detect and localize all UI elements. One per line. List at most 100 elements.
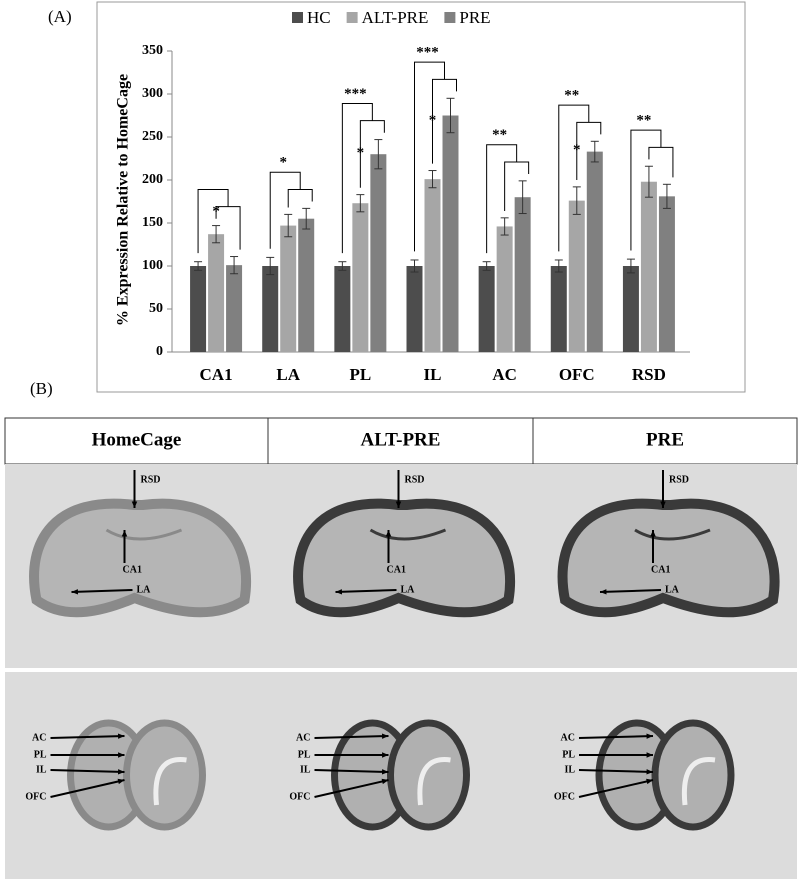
bar: [262, 266, 279, 352]
brain-label: PL: [34, 749, 47, 760]
legend-swatch: [346, 12, 358, 23]
brain-label: PL: [562, 749, 575, 760]
hippocampus: [634, 528, 711, 541]
bar: [370, 154, 387, 352]
bracket: [630, 129, 662, 251]
arrow-head: [395, 501, 402, 508]
bar: [622, 266, 639, 352]
brain-section: [29, 498, 251, 618]
arrow: [50, 769, 125, 773]
arrow-head: [382, 752, 389, 758]
bar: [298, 218, 315, 352]
y-tick-label: 50: [149, 301, 163, 316]
error-bar: [518, 180, 527, 215]
brain-label: OFC: [25, 791, 46, 802]
arrow: [599, 589, 662, 593]
x-tick-label: RSD: [632, 365, 666, 384]
arrow: [578, 769, 654, 773]
brain-label: CA1: [387, 564, 406, 575]
bar: [478, 266, 495, 352]
hippocampus: [105, 528, 183, 541]
arrow-head: [385, 530, 392, 537]
brain-label: AC: [32, 732, 46, 743]
brain-label: OFC: [554, 791, 575, 802]
bracket: [269, 171, 301, 249]
significance-label: *: [429, 112, 437, 128]
arrow-head: [381, 733, 389, 739]
error-bar: [194, 261, 203, 271]
arrow-head: [121, 530, 128, 537]
arrow: [50, 779, 125, 798]
bar: [568, 200, 585, 352]
significance-label: *: [212, 204, 220, 220]
white-matter: [681, 757, 716, 806]
y-tick-label: 300: [142, 86, 163, 101]
brain-label: IL: [564, 764, 575, 775]
bar: [442, 115, 459, 352]
brain-label: LA: [137, 584, 152, 595]
column-header: PRE: [646, 429, 684, 450]
arrow-head: [117, 778, 125, 785]
y-tick-label: 200: [142, 172, 163, 187]
error-bar: [212, 225, 221, 244]
x-tick-label: IL: [424, 365, 442, 384]
error-bar: [500, 217, 509, 236]
bar: [352, 203, 369, 352]
arrow-head: [646, 769, 653, 775]
bracket: [558, 104, 590, 252]
white-matter: [153, 757, 187, 806]
y-tick-label: 150: [142, 215, 163, 230]
brain-label: CA1: [123, 564, 142, 575]
brain-label: LA: [401, 584, 416, 595]
brain-section: [123, 719, 206, 831]
significance-label: **: [636, 113, 651, 129]
bracket: [486, 144, 518, 254]
white-matter: [417, 757, 451, 806]
arrow-head: [660, 501, 666, 508]
bracket: [197, 188, 229, 254]
column-header: HomeCage: [92, 429, 182, 450]
panel-label: (B): [30, 379, 53, 398]
arrow-head: [646, 778, 653, 785]
error-bar: [446, 97, 455, 134]
arrow-head: [335, 589, 343, 595]
x-tick-label: LA: [276, 365, 300, 384]
arrow: [314, 769, 389, 773]
table-header: [4, 417, 798, 465]
legend-swatch: [292, 12, 303, 23]
brain-label: RSD: [669, 474, 689, 485]
arrow: [578, 779, 654, 798]
arrow: [578, 735, 654, 739]
bar: [424, 179, 441, 352]
significance-label: *: [573, 142, 581, 158]
arrow-head: [600, 589, 607, 595]
y-tick-label: 0: [156, 344, 163, 359]
arrow-head: [118, 752, 125, 758]
brain-section: [651, 719, 735, 831]
bar: [406, 266, 423, 352]
x-tick-label: CA1: [200, 365, 233, 384]
hippocampus: [369, 528, 447, 541]
bar: [658, 196, 675, 352]
brain-label: AC: [296, 732, 310, 743]
arrow-head: [646, 733, 653, 739]
brain-section: [293, 498, 515, 618]
error-bar: [428, 170, 437, 189]
bracket: [414, 61, 445, 252]
error-bar: [230, 256, 239, 275]
arrow-head: [117, 733, 125, 739]
arrow-head: [381, 769, 389, 775]
bar: [280, 225, 297, 352]
panel-label: (A): [48, 7, 72, 26]
arrow-head: [117, 769, 125, 775]
brain-label: RSD: [405, 474, 425, 485]
error-bar: [284, 213, 293, 238]
x-tick-label: PL: [349, 365, 371, 384]
arrow: [335, 589, 397, 593]
x-tick-label: OFC: [559, 365, 595, 384]
brain-label: PL: [298, 749, 311, 760]
error-bar: [302, 207, 311, 230]
error-bar: [662, 183, 671, 209]
arrow-head: [650, 530, 656, 537]
